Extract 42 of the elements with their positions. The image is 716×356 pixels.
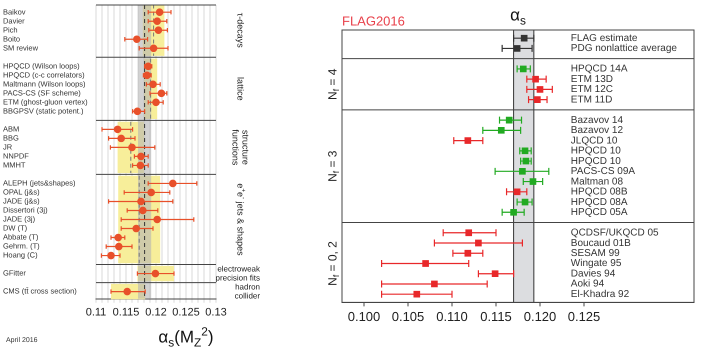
x-tick-label: 0.115 bbox=[480, 308, 512, 324]
text: τ-decays bbox=[236, 12, 246, 48]
y-tick-label: Boucaud 01B bbox=[570, 238, 632, 249]
y-tick-label: HPQCD 08A bbox=[570, 196, 628, 208]
y-tick-label: FLAG estimate bbox=[570, 32, 638, 44]
text: hadron collider bbox=[234, 282, 260, 300]
y-tick-label: HPQCD 14A bbox=[570, 64, 628, 75]
text: Nf = 4 bbox=[325, 68, 341, 100]
y-tick-label: Davies 94 bbox=[570, 268, 616, 280]
x-tick-label: 0.125 bbox=[172, 306, 200, 318]
text: structure functions bbox=[230, 129, 251, 166]
x-tick-label: 0.120 bbox=[524, 308, 556, 324]
y-tick-label: SESAM 99 bbox=[570, 248, 620, 259]
x-tick-label: 0.12 bbox=[145, 306, 167, 318]
y-tick-label: ETM 12C bbox=[570, 84, 614, 96]
y-tick-label: El-Khadra 92 bbox=[570, 288, 630, 300]
y-tick-label: HPQCD 10 bbox=[570, 156, 622, 167]
y-tick-label: ETM 11D bbox=[570, 94, 612, 106]
y-tick-label: HPQCD 08B bbox=[570, 186, 628, 198]
x-tick-label: 0.100 bbox=[348, 308, 380, 324]
text: FLAG2016 bbox=[342, 14, 405, 29]
y-tick-label: HPQCD 10 bbox=[570, 146, 622, 157]
text: Nf = 0, 2 bbox=[325, 240, 341, 286]
y-tick-label: QCDSF/UKQCD 05 bbox=[570, 228, 660, 239]
x-tick-label: 0.13 bbox=[205, 306, 227, 318]
x-tick-label: 0.110 bbox=[436, 308, 468, 324]
y-tick-label: PACS-CS 09A bbox=[570, 166, 636, 178]
x-tick-label: 0.11 bbox=[86, 306, 106, 318]
y-tick-label: Wingate 95 bbox=[570, 258, 622, 270]
y-tick-label: ETM 13D bbox=[570, 74, 614, 85]
y-tick-label: HPQCD 05A bbox=[570, 207, 628, 218]
y-tick-label: Maltman 08 bbox=[570, 176, 624, 188]
text: lattice bbox=[236, 77, 246, 101]
y-tick-label: PDG nonlattice average bbox=[570, 43, 678, 54]
y-tick-label: Bazavov 14 bbox=[570, 114, 624, 126]
y-tick-label: Aoki 94 bbox=[570, 278, 605, 290]
y-tick-label: Bazavov 12 bbox=[570, 125, 624, 136]
y-tick-label: JLQCD 10 bbox=[570, 135, 618, 146]
x-tick-label: 0.115 bbox=[112, 306, 140, 318]
x-tick-label: 0.105 bbox=[392, 308, 424, 324]
x-tick-label: 0.125 bbox=[568, 308, 600, 324]
text: Nf = 3 bbox=[325, 150, 341, 182]
